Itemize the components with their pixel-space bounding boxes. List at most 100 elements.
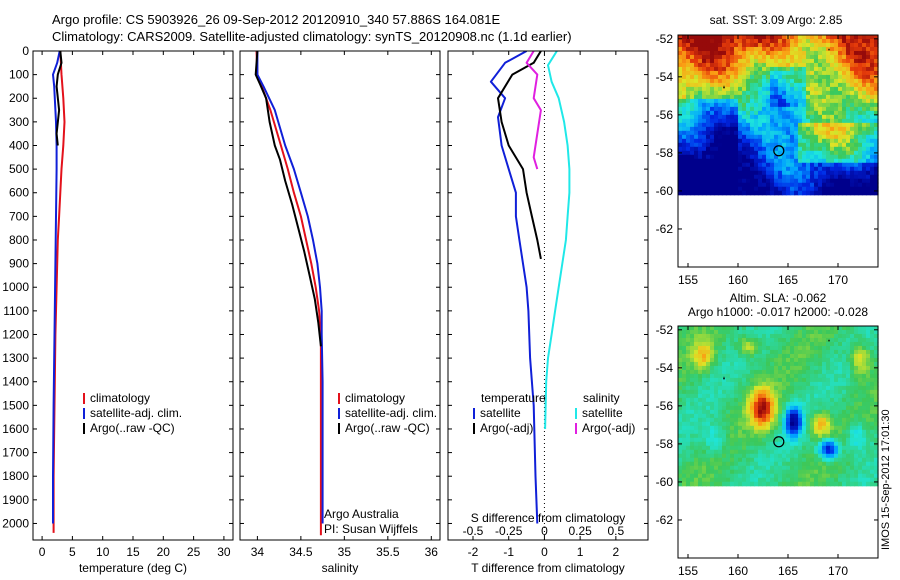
field-cell [874,66,879,72]
field-cell [858,369,863,375]
field-cell [754,477,759,483]
field-cell [850,373,855,379]
field-cell [790,469,795,475]
field-cell [854,118,859,124]
field-cell [766,110,771,116]
field-cell [698,178,703,184]
field-cell [714,433,719,439]
field-cell [834,413,839,419]
field-cell [814,373,819,379]
field-cell [826,425,831,431]
field-cell [690,90,695,96]
field-cell [826,397,831,403]
field-cell [690,409,695,415]
field-cell [782,50,787,56]
field-cell [722,433,727,439]
field-cell [686,397,691,403]
field-cell [870,401,875,407]
field-cell [866,174,871,180]
field-cell [690,50,695,56]
field-cell [758,158,763,164]
field-cell [846,453,851,459]
field-cell [718,70,723,76]
field-cell [702,186,707,192]
field-cell [862,178,867,184]
field-cell [802,42,807,48]
field-cell [790,453,795,459]
field-cell [834,405,839,411]
field-cell [830,70,835,76]
field-cell [766,441,771,447]
field-cell [730,345,735,351]
field-cell [810,90,815,96]
field-cell [802,138,807,144]
field-cell [850,397,855,403]
field-cell [706,457,711,463]
field-cell [746,134,751,140]
field-cell [754,469,759,475]
field-cell [682,190,687,196]
field-cell [842,122,847,128]
field-cell [754,481,759,487]
field-cell [794,154,799,160]
field-cell [834,433,839,439]
field-cell [834,385,839,391]
field-cell [710,373,715,379]
field-cell [714,78,719,84]
field-cell [678,146,683,152]
field-cell [778,182,783,188]
field-cell [806,453,811,459]
field-cell [838,349,843,355]
field-cell [850,178,855,184]
field-cell [802,134,807,140]
field-cell [834,326,839,331]
field-cell [734,142,739,148]
x-tick-label: 36 [425,545,439,559]
field-cell [814,413,819,419]
field-cell [862,377,867,383]
field-cell [758,429,763,435]
field-cell [838,329,843,335]
field-cell [858,341,863,347]
field-cell [818,453,823,459]
field-cell [758,46,763,52]
field-cell [790,417,795,423]
field-cell [702,138,707,144]
field-cell [834,465,839,471]
field-cell [714,94,719,100]
field-cell [806,66,811,72]
field-cell [750,118,755,124]
field-cell [842,166,847,172]
field-cell [794,90,799,96]
field-cell [802,357,807,363]
field-cell [742,429,747,435]
field-cell [858,154,863,160]
field-cell [854,433,859,439]
field-cell [810,174,815,180]
map-y-tick-label: -60 [656,184,674,198]
field-cell [754,142,759,148]
field-cell [702,326,707,331]
field-cell [746,345,751,351]
field-cell [826,353,831,359]
field-cell [870,182,875,188]
field-cell [734,329,739,335]
field-cell [782,457,787,463]
field-cell [722,122,727,128]
field-cell [690,449,695,455]
field-cell [826,381,831,387]
field-cell [734,122,739,128]
field-cell [762,417,767,423]
field-cell [694,413,699,419]
field-cell [790,106,795,112]
field-cell [710,429,715,435]
field-cell [686,465,691,471]
field-cell [858,393,863,399]
field-cell [706,405,711,411]
field-cell [826,469,831,475]
field-cell [738,38,743,44]
field-cell [746,166,751,172]
series-group [254,51,324,536]
field-cell [870,469,875,475]
field-cell [706,114,711,120]
